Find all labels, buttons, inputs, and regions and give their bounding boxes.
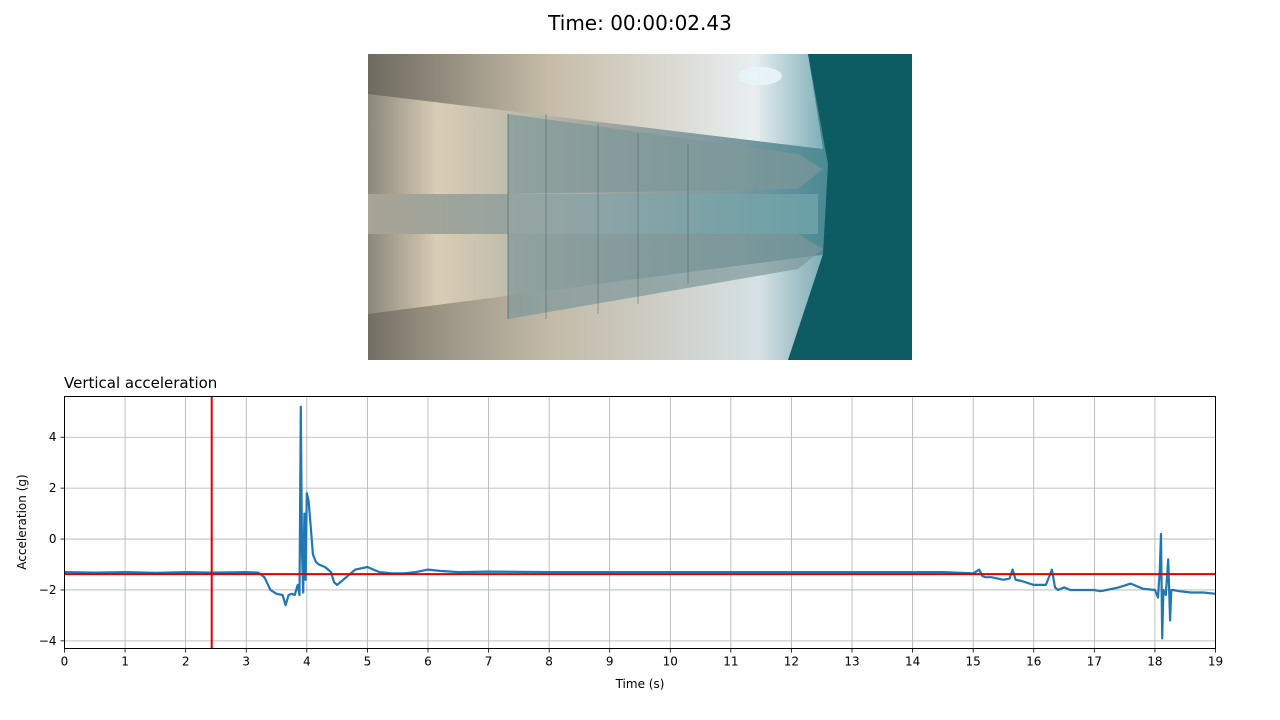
y-tick-label: 2 <box>49 481 57 495</box>
x-tick-label: 19 <box>1208 655 1223 669</box>
x-tick-label: 14 <box>905 655 920 669</box>
y-tick-label: −2 <box>39 583 57 597</box>
x-tick-label: 17 <box>1087 655 1102 669</box>
x-tick-label: 18 <box>1147 655 1162 669</box>
y-tick-label: −4 <box>39 634 57 648</box>
y-axis-label: Acceleration (g) <box>15 474 29 569</box>
x-tick-label: 6 <box>424 655 432 669</box>
grid-lines <box>64 396 1216 649</box>
video-frame-image <box>368 54 912 360</box>
y-tick-label: 4 <box>49 430 57 444</box>
x-tick-label: 5 <box>364 655 372 669</box>
x-tick-label: 1 <box>121 655 129 669</box>
x-tick-label: 9 <box>606 655 614 669</box>
x-axis-label: Time (s) <box>615 677 665 691</box>
chart-title: Vertical acceleration <box>64 374 217 392</box>
x-tick-label: 11 <box>723 655 738 669</box>
y-axis-ticks: −4 −2 0 2 4 <box>39 430 65 648</box>
x-tick-label: 0 <box>61 655 69 669</box>
x-tick-label: 15 <box>966 655 981 669</box>
x-tick-label: 12 <box>784 655 799 669</box>
x-tick-label: 13 <box>844 655 859 669</box>
plot-frame <box>64 396 1216 649</box>
plot-area <box>64 396 1216 649</box>
y-tick-label: 0 <box>49 532 57 546</box>
x-axis-ticks: 0 1 2 3 4 5 6 7 8 9 10 11 12 13 14 15 16 17 18 19 <box>61 648 1223 669</box>
x-tick-label: 16 <box>1026 655 1041 669</box>
x-tick-label: 8 <box>545 655 553 669</box>
x-tick-label: 4 <box>303 655 311 669</box>
acceleration-series-line <box>64 405 1216 640</box>
x-tick-label: 3 <box>242 655 250 669</box>
x-tick-label: 2 <box>182 655 190 669</box>
x-tick-label: 10 <box>663 655 678 669</box>
figure-title: Time: 00:00:02.43 <box>548 11 732 35</box>
x-tick-label: 7 <box>485 655 493 669</box>
